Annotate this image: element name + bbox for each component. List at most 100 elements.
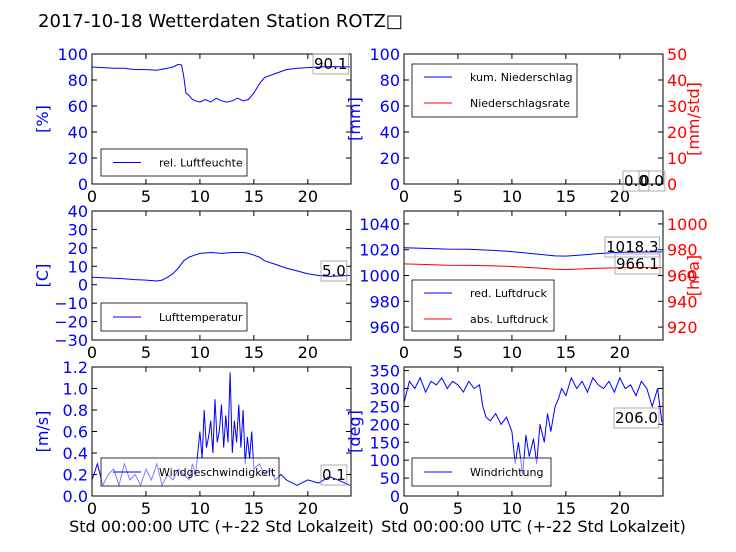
temperature-x-tick-label-3: 15 [244,343,264,362]
precipitation-last-value-0: 0.0 [624,172,648,190]
precipitation-y-axis-label: [mm] [345,97,364,141]
winddir-x-tick-label-2: 10 [502,499,522,518]
winddir-y-tick-label-1: 50 [380,469,400,488]
precipitation-x-tick-label-0: 0 [399,187,409,206]
humidity-x-tick-label-0: 0 [87,187,97,206]
pressure-x-tick-label-4: 20 [610,343,630,362]
temperature-plot-frame [91,210,352,341]
precipitation-x-tick-label-3: 15 [556,187,576,206]
winddir-plot-frame [403,366,664,497]
temperature-chart: 0 5 10 15 20−30−20−10010203040[C]Lufttempera… [33,202,352,362]
precipitation-x-tick-label-1: 5 [453,187,463,206]
temperature-x-tick-label-4: 20 [298,343,318,362]
precipitation-plot-frame [403,53,664,185]
precipitation-y2-tick-label-5: 50 [667,45,687,64]
precipitation-last-value-1: 0.0 [640,172,664,190]
temperature-y-tick-label-6: 30 [68,220,88,239]
precipitation-y-tick-label-1: 20 [380,149,400,168]
winddir-last-value-box-0 [613,407,660,429]
temperature-y-tick-label-2: −10 [54,294,88,313]
pressure-legend-label-0: red. Luftdruck [470,287,547,300]
precipitation-y2-axis-label: [mm/std] [684,82,703,156]
temperature-y-tick-label-0: −30 [54,331,88,350]
precipitation-y2-tick-label-2: 20 [667,123,687,142]
winddir-y-tick-label-5: 250 [369,397,400,416]
page-title: 2017-10-18 Wetterdaten Station ROTZ□ [38,11,403,32]
humidity-y-axis-label: [%] [33,105,52,133]
humidity-y-tick-label-0: 0 [78,175,88,194]
pressure-last-value-box-1 [614,253,661,275]
precipitation-legend-box [411,63,578,118]
pressure-chart: 0 5 10 15 20 960 980 1000 1020 1040 920 940 960 980 10… [359,210,708,362]
windspeed-x-tick-label-4: 20 [298,499,318,518]
pressure-y2-axis-label: [hPa] [684,255,703,296]
pressure-y-tick-label-3: 1020 [359,241,400,260]
temperature-y-tick-label-5: 20 [68,239,88,258]
windspeed-x-tick-label-3: 15 [244,499,264,518]
temperature-last-value-0: 5.0 [322,262,346,280]
precipitation-y2-tick-label-3: 30 [667,97,687,116]
pressure-y-tick-label-4: 1040 [359,215,400,234]
windspeed-x-tick-label-0: 0 [87,499,97,518]
humidity-y-tick-label-3: 60 [68,97,88,116]
winddir-x-tick-label-1: 5 [453,499,463,518]
precipitation-legend-label-1: Niederschlagsrate [470,97,570,110]
windspeed-y-tick-label-3: 0.6 [63,423,88,442]
winddir-x-tick-label-0: 0 [399,499,409,518]
humidity-series-line-0 [91,63,350,103]
pressure-legend-label-1: abs. Luftdruck [470,313,549,326]
windspeed-x-tick-label-2: 10 [190,499,210,518]
windspeed-y-tick-label-2: 0.4 [63,444,88,463]
humidity-x-tick-label-3: 15 [244,187,264,206]
precipitation-y-tick-label-4: 80 [380,71,400,90]
precipitation-chart: 0 5 10 15 20 0 20 40 60 80 100 0 10 20 30 40 50 [mm] [mm/s… [345,45,703,206]
windspeed-y-tick-label-4: 0.8 [63,401,88,420]
humidity-x-tick-label-1: 5 [141,187,151,206]
windspeed-y-tick-label-1: 0.2 [63,466,88,485]
winddir-x-axis-label: Std 00:00:00 UTC (+-22 Std Lokalzeit) [381,517,686,536]
pressure-y2-tick-label-1: 940 [667,292,698,311]
winddir-y-axis-label: [deg] [345,410,364,453]
pressure-last-value-0: 1018.3 [606,238,659,256]
temperature-series-line-0 [91,251,350,282]
humidity-chart: 0 5 10 15 20 0 20 40 60 80 100 [%] rel. Luftfeuchte 9… [33,45,352,206]
temperature-legend-label-0: Lufttemperatur [159,311,243,324]
pressure-last-value-1: 966.1 [616,255,659,273]
windspeed-y-tick-label-0: 0.0 [63,487,88,506]
pressure-series-line-1 [403,263,662,271]
humidity-legend-label-0: rel. Luftfeuchte [159,157,243,170]
humidity-y-tick-label-4: 80 [68,71,88,90]
humidity-x-tick-label-4: 20 [298,187,318,206]
pressure-last-value-box-0 [604,236,660,258]
precipitation-last-value-box-0 [622,170,650,192]
humidity-y-tick-label-1: 20 [68,149,88,168]
windspeed-last-value-0: 0.1 [322,466,346,484]
winddir-y-tick-label-2: 100 [369,451,400,470]
pressure-x-tick-label-2: 10 [502,343,522,362]
humidity-x-tick-label-2: 10 [190,187,210,206]
temperature-last-value-box-0 [320,260,348,282]
humidity-y-tick-label-2: 40 [68,123,88,142]
humidity-y-tick-label-5: 100 [57,45,88,64]
pressure-y2-tick-label-3: 980 [667,241,698,260]
winddir-x-tick-label-3: 15 [556,499,576,518]
winddir-last-value-0: 206.0 [615,409,658,427]
pressure-x-tick-label-3: 15 [556,343,576,362]
winddir-legend-label-0: Windrichtung [470,466,543,479]
winddir-y-tick-label-3: 150 [369,433,400,452]
winddir-y-tick-label-4: 200 [369,415,400,434]
precipitation-x-tick-label-2: 10 [502,187,522,206]
windspeed-x-axis-label: Std 00:00:00 UTC (+-22 Std Lokalzeit) [69,517,374,536]
winddir-y-tick-label-0: 0 [390,487,400,506]
pressure-y-tick-label-0: 960 [369,318,400,337]
windspeed-chart: 0 5 10 15 20 0.0 0.2 0.4 0.6 0.8 1.0 1.2 [m/s] Std 00… [33,358,374,536]
precipitation-x-tick-label-4: 20 [610,187,630,206]
precipitation-y2-tick-label-4: 40 [667,71,687,90]
temperature-y-tick-label-7: 40 [68,202,88,221]
winddir-x-tick-label-4: 20 [610,499,630,518]
precipitation-y2-tick-label-0: 0 [667,175,677,194]
precipitation-legend-label-0: kum. Niederschlag [470,71,573,84]
windspeed-x-tick-label-1: 5 [141,499,151,518]
temperature-x-tick-label-0: 0 [87,343,97,362]
